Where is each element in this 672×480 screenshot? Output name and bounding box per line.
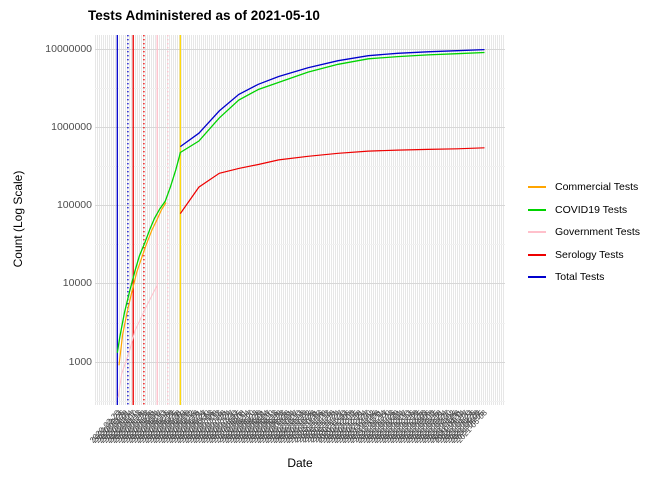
government-line-key-icon — [528, 231, 546, 234]
legend-label: Commercial Tests — [555, 181, 639, 194]
chart-title: Tests Administered as of 2021-05-10 — [88, 8, 320, 23]
legend-item-serology: Serology Tests — [524, 244, 670, 267]
major-gridline — [95, 126, 505, 128]
minor-gridline — [95, 166, 505, 167]
minor-gridline — [95, 87, 505, 89]
x-axis-title: Date — [287, 456, 313, 470]
covid19-tests-line — [116, 51, 485, 353]
legend: Commercial Tests COVID19 Tests Governmen… — [524, 176, 670, 289]
legend-item-commercial: Commercial Tests — [524, 176, 670, 199]
minor-gridline — [95, 400, 505, 402]
commercial-tests-line — [118, 202, 167, 366]
major-gridline — [95, 361, 505, 363]
legend-label: Total Tests — [555, 271, 605, 284]
minor-gridline — [95, 322, 505, 324]
legend-item-government: Government Tests — [524, 221, 670, 244]
y-tick-label: 10000000 — [45, 42, 92, 55]
government-tests-line — [117, 284, 158, 398]
major-gridline — [95, 48, 505, 50]
serology-line-key-icon — [528, 253, 546, 256]
plot-panel — [95, 35, 505, 405]
major-gridline — [95, 205, 505, 207]
y-tick-label: 1000 — [68, 355, 92, 368]
major-gridline — [95, 283, 505, 285]
legend-item-covid19: COVID19 Tests — [524, 199, 670, 222]
serology-tests-line — [179, 147, 485, 214]
y-axis-title: Count (Log Scale) — [11, 170, 25, 268]
covid19-line-key-icon — [528, 208, 546, 211]
commercial-line-key-icon — [528, 186, 546, 189]
legend-label: Serology Tests — [555, 248, 624, 261]
y-tick-label: 10000 — [62, 277, 92, 290]
total-line-key-icon — [528, 276, 546, 279]
y-axis-tick-labels: 1000 10000 100000 1000000 10000000 — [0, 0, 92, 480]
legend-item-total: Total Tests — [524, 266, 670, 289]
total-tests-line — [179, 48, 485, 148]
minor-gridline — [95, 244, 505, 246]
legend-label: COVID19 Tests — [555, 203, 628, 216]
chart-canvas — [116, 35, 485, 405]
legend-label: Government Tests — [555, 226, 641, 239]
y-tick-label: 100000 — [56, 199, 92, 212]
y-tick-label: 1000000 — [51, 120, 92, 133]
